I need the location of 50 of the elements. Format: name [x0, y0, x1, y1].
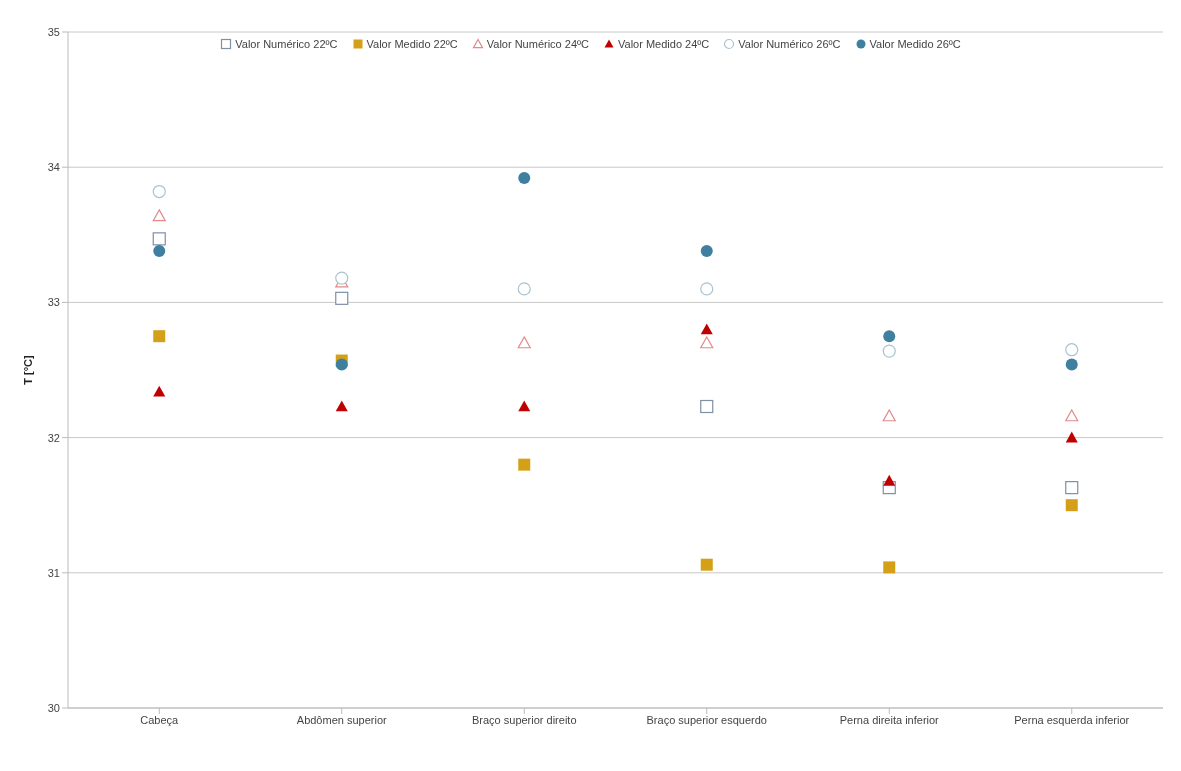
- y-tick-label: 34: [47, 161, 60, 174]
- point: [152, 184, 166, 199]
- point: [700, 558, 713, 571]
- point: [1065, 481, 1079, 495]
- point: [1065, 358, 1078, 371]
- point: [335, 291, 349, 305]
- x-tick-label: Abdômen superior: [296, 713, 388, 726]
- x-tick-label: Braço superior direito: [471, 713, 577, 726]
- legend-label: Valor Numérico 26ºC: [737, 38, 841, 50]
- x-tick-label: Perna direita inferior: [839, 713, 940, 726]
- point: [883, 474, 896, 486]
- legend-label: Valor Medido 24ºC: [617, 38, 710, 50]
- point: [152, 209, 166, 222]
- x-tick-label: Cabeça: [140, 713, 180, 726]
- point: [700, 336, 714, 349]
- point: [700, 399, 714, 414]
- point: [882, 344, 896, 358]
- y-tick-label: 32: [47, 431, 60, 444]
- y-tick-label: 33: [47, 296, 60, 309]
- point: [517, 336, 531, 349]
- legend-label: Valor Numérico 24ºC: [485, 38, 589, 50]
- legend-label: Valor Numérico 22ºC: [234, 38, 338, 50]
- point: [883, 330, 896, 343]
- point: [153, 330, 166, 343]
- legend-label: Valor Medido 26ºC: [868, 38, 961, 50]
- x-tick-label: Braço superior esquerdo: [646, 713, 767, 726]
- point: [152, 232, 166, 246]
- point: [700, 323, 713, 335]
- y-tick-label: 30: [47, 701, 60, 714]
- point: [700, 282, 714, 296]
- y-tick-label: 31: [47, 566, 60, 579]
- point: [1065, 431, 1078, 443]
- legend-label: Valor Medido 22ºC: [365, 38, 458, 50]
- point: [153, 385, 166, 397]
- y-tick-label: 35: [47, 25, 60, 38]
- point: [1065, 409, 1079, 422]
- point: [882, 409, 896, 422]
- x-tick-label: Perna esquerda inferior: [1014, 713, 1130, 726]
- point: [700, 245, 713, 258]
- point: [153, 245, 166, 258]
- point: [517, 282, 531, 296]
- point: [335, 400, 348, 412]
- point: [883, 561, 896, 574]
- point: [518, 172, 531, 185]
- point: [518, 458, 531, 471]
- point: [1065, 343, 1079, 357]
- point: [1065, 499, 1078, 512]
- point: [518, 400, 531, 412]
- point: [335, 358, 348, 371]
- y-axis-title: T [°C]: [21, 354, 34, 385]
